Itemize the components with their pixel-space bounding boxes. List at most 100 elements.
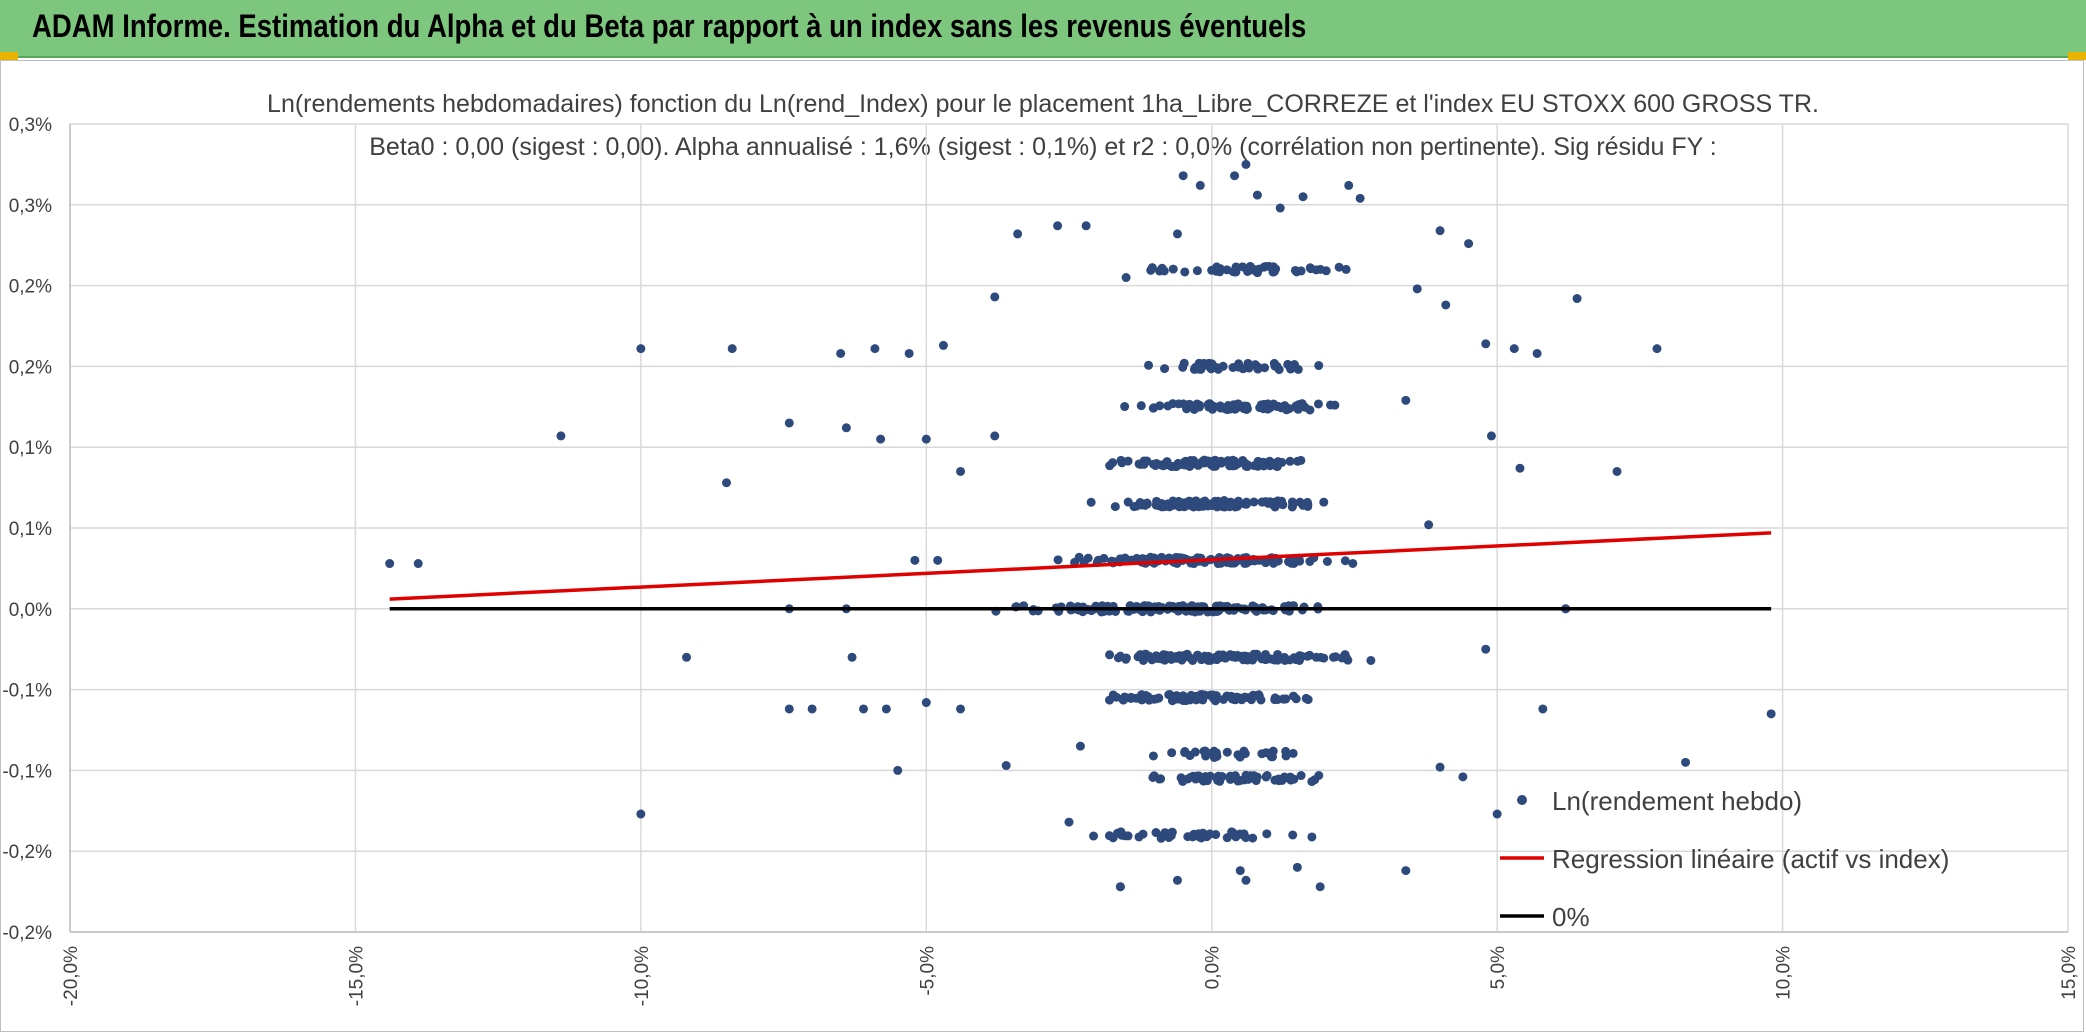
scatter-point [1053, 555, 1063, 565]
legend-label: Regression linéaire (actif vs index) [1552, 844, 1949, 874]
scatter-point [1300, 402, 1310, 412]
scatter-point [1314, 361, 1324, 371]
y-tick-label: 0,3% [9, 115, 52, 136]
scatter-point [1248, 772, 1258, 782]
scatter-point [1248, 833, 1258, 843]
scatter-point [1340, 556, 1350, 566]
scatter-point [1319, 497, 1329, 507]
scatter-point [1344, 180, 1354, 190]
y-tick-label: -0,1% [2, 681, 52, 702]
scatter-point [1256, 695, 1266, 705]
scatter-point [807, 704, 817, 714]
scatter-point [1295, 497, 1305, 507]
scatter-point [1195, 180, 1205, 190]
scatter-point [1240, 692, 1250, 702]
scatter-point [1355, 193, 1365, 203]
chart-title: Ln(rendements hebdomadaires) fonction du… [267, 90, 1819, 118]
scatter-point [921, 698, 931, 708]
scatter-point [1205, 829, 1215, 839]
scatter-point [1260, 363, 1270, 373]
y-tick-label: 0,2% [9, 357, 52, 378]
scatter-point [1217, 772, 1227, 782]
scatter-point [1261, 497, 1271, 507]
scatter-point [1229, 828, 1239, 838]
scatter-point [1249, 497, 1259, 507]
scatter-point [1307, 832, 1317, 842]
scatter-point [1108, 458, 1118, 468]
scatter-point [1293, 404, 1303, 414]
scatter-point [1117, 456, 1127, 466]
scatter-point [1131, 693, 1141, 703]
scatter-point [1241, 159, 1251, 169]
scatter-point [1222, 747, 1232, 757]
scatter-point [1240, 749, 1250, 759]
scatter-point [1292, 267, 1302, 277]
report-title: ADAM Informe. Estimation du Alpha et du … [32, 8, 1307, 44]
scatter-point [1681, 757, 1691, 767]
scatter-point [1013, 229, 1023, 239]
x-tick-label: 0,0% [1203, 946, 1224, 989]
scatter-point [1192, 771, 1202, 781]
scatter-point [1509, 344, 1519, 354]
scatter-point [1235, 866, 1245, 876]
scatter-point [1262, 771, 1272, 781]
scatter-point [1275, 203, 1285, 213]
scatter-point [1194, 459, 1204, 469]
scatter-point [1053, 221, 1063, 231]
scatter-point [1203, 499, 1213, 509]
scatter-point [1235, 775, 1245, 785]
scatter-point [1538, 704, 1548, 714]
scatter-point [1401, 866, 1411, 876]
scatter-point [921, 434, 931, 444]
scatter-point [1202, 776, 1212, 786]
scatter-point [1334, 262, 1344, 272]
scatter-point [893, 765, 903, 775]
scatter-point [1176, 773, 1186, 783]
scatter-point [1167, 748, 1177, 758]
scatter-point [1435, 762, 1445, 772]
scatter-point [1143, 692, 1153, 702]
scatter-point [1252, 190, 1262, 200]
scatter-point [847, 652, 857, 662]
report-header: ADAM Informe. Estimation du Alpha et du … [0, 0, 2086, 58]
scatter-point [1319, 653, 1329, 663]
scatter-point [1120, 402, 1130, 412]
scatter-point [1135, 650, 1145, 660]
scatter-point [1181, 696, 1191, 706]
y-tick-label: 0,3% [9, 196, 52, 217]
legend-label: 0% [1552, 902, 1590, 932]
scatter-point [1179, 358, 1189, 368]
scatter-point [1160, 364, 1170, 374]
scatter-point [1261, 748, 1271, 758]
scatter-point [1253, 456, 1263, 466]
scatter-point [1134, 832, 1144, 842]
scatter-point [385, 559, 395, 569]
scatter-point [1441, 300, 1451, 310]
scatter-point [1131, 501, 1141, 511]
scatter-point [1206, 655, 1216, 665]
scatter-point [1268, 746, 1278, 756]
scatter-point [1274, 365, 1284, 375]
scatter-point [1285, 456, 1295, 466]
scatter-point [1270, 775, 1280, 785]
scatter-point [1134, 459, 1144, 469]
scatter-point [1572, 294, 1582, 304]
scatter-point [1288, 830, 1298, 840]
scatter-point [1298, 192, 1308, 202]
y-tick-label: -0,2% [2, 842, 52, 863]
series-lines [389, 531, 1772, 611]
scatter-point [1288, 362, 1298, 372]
scatter-point [1492, 809, 1502, 819]
scatter-point [1262, 829, 1272, 839]
scatter-point [1464, 239, 1474, 249]
scatter-point [990, 292, 1000, 302]
scatter-point [1242, 460, 1252, 470]
scatter-point [1242, 497, 1252, 507]
scatter-point [1180, 747, 1190, 757]
x-tick-label: -10,0% [632, 946, 653, 1006]
scatter-point [1515, 463, 1525, 473]
scatter-point [1205, 690, 1215, 700]
scatter-point [1233, 750, 1243, 760]
scatter-point [876, 434, 886, 444]
